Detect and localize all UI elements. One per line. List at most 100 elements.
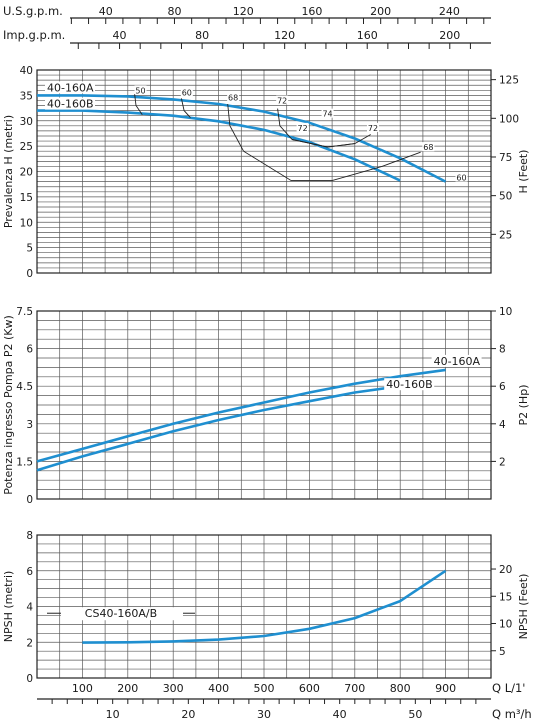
efficiency-label-bg xyxy=(134,85,147,95)
y-right-tick-label: 15 xyxy=(499,591,512,603)
efficiency-curve-50 xyxy=(134,93,143,115)
y-right-tick-label: 75 xyxy=(499,152,512,164)
efficiency-label: 60 xyxy=(182,88,192,97)
x-tick-label: 900 xyxy=(435,682,456,695)
y-right-tick-label: 4 xyxy=(499,419,506,431)
efficiency-label: 72 xyxy=(368,124,378,133)
y-tick-label: 25 xyxy=(20,141,33,153)
x-tick-label: 800 xyxy=(390,682,411,695)
y-tick-label: 6 xyxy=(26,566,33,578)
y-tick-label: 15 xyxy=(20,192,33,204)
x-axis-label: Q L/1' xyxy=(492,681,525,695)
y-right-tick-label: 5 xyxy=(499,646,506,658)
y-right-tick-label: 50 xyxy=(499,191,512,203)
x-tick-label: 100 xyxy=(72,682,93,695)
efficiency-curve-60 xyxy=(180,98,191,119)
efficiency-label-bg xyxy=(276,95,289,105)
series-label: 40-160B xyxy=(386,378,433,391)
efficiency-label-bg xyxy=(422,142,435,152)
efficiency-label: 72 xyxy=(297,124,307,133)
y-tick-label: 10 xyxy=(20,217,33,229)
x2-tick-label: 40 xyxy=(333,708,347,721)
efficiency-label-bg xyxy=(227,92,240,102)
series-label-bg xyxy=(431,354,482,367)
y-right-tick-label: 10 xyxy=(499,619,512,631)
top-axis-tick-label: 80 xyxy=(167,5,181,18)
y-tick-label: 4 xyxy=(26,602,33,614)
panel-2: 0 1.5 3 4.5 6 7.5 2 4 6 8 10 Potenza ingresso Pompa… xyxy=(2,306,530,506)
plot-frame xyxy=(36,69,492,274)
x-tick-label: 700 xyxy=(344,682,365,695)
y-right-tick-label: 2 xyxy=(499,456,506,468)
series-label-bg xyxy=(384,378,435,391)
y-axis-label: Potenza ingresso Pompa P2 (Kw) xyxy=(2,315,15,495)
y-right-axis-label: P2 (Hp) xyxy=(517,385,530,426)
efficiency-label-bg xyxy=(366,122,379,132)
efficiency-label-bg xyxy=(296,122,309,132)
x-tick-label: 300 xyxy=(163,682,184,695)
y-right-axis-label: H (Feet) xyxy=(517,150,530,194)
x2-tick-label: 20 xyxy=(181,708,195,721)
x-tick-label: 600 xyxy=(299,682,320,695)
top-axis-title: Imp.g.p.m. xyxy=(3,28,65,42)
top-axis-tick-label: 200 xyxy=(370,5,391,18)
y-tick-label: 2 xyxy=(26,637,33,649)
top-axis-tick-label: 200 xyxy=(439,29,460,42)
y-tick-label: 0 xyxy=(26,494,33,506)
series-line-40-160A xyxy=(37,94,447,183)
series-line-40-160A xyxy=(36,368,446,463)
y-tick-label: 7.5 xyxy=(16,306,33,318)
y-tick-label: 5 xyxy=(26,243,33,255)
efficiency-label: 72 xyxy=(277,96,287,105)
plot-frame xyxy=(36,310,492,500)
y-tick-label: 40 xyxy=(20,65,33,77)
efficiency-label-bg xyxy=(321,108,334,118)
y-tick-label: 30 xyxy=(20,116,33,128)
panel-3: 0 2 4 6 8 5 10 15 20 NPSH (metri) NPSH (Feet) CS40-… xyxy=(2,530,532,721)
series-label: 40-160A xyxy=(47,81,94,94)
y-right-tick-label: 100 xyxy=(499,113,519,125)
series-label-bg xyxy=(60,607,183,621)
y-axis-label: Prevalenza H (metri) xyxy=(2,115,15,228)
efficiency-label: 60 xyxy=(456,174,466,183)
y-tick-label: 35 xyxy=(20,90,33,102)
x-tick-label: 500 xyxy=(254,682,275,695)
series-label-bg xyxy=(45,81,95,94)
series-label-bg xyxy=(45,97,95,110)
y-tick-label: 0 xyxy=(26,673,33,685)
efficiency-label: 68 xyxy=(228,93,238,102)
y-right-tick-label: 10 xyxy=(499,306,512,318)
plot-frame xyxy=(36,534,492,679)
series-line-40-160B xyxy=(37,109,401,182)
efficiency-label: 68 xyxy=(423,143,433,152)
efficiency-label-bg xyxy=(180,87,193,97)
x-tick-label: 200 xyxy=(117,682,138,695)
efficiency-curve-68 xyxy=(227,103,421,182)
y-tick-label: 3 xyxy=(26,419,33,431)
y-tick-label: 8 xyxy=(26,530,33,542)
top-axis-tick-label: 240 xyxy=(439,5,460,18)
y-right-tick-label: 125 xyxy=(499,75,519,87)
y-right-axis-label: NPSH (Feet) xyxy=(517,574,530,640)
top-axis-tick-label: 40 xyxy=(99,5,113,18)
top-axis-title: U.S.g.p.m. xyxy=(3,4,63,18)
top-axis-tick-label: 40 xyxy=(113,29,127,42)
efficiency-label-bg xyxy=(455,172,468,182)
efficiency-curve-72 xyxy=(292,139,355,148)
top-axis-tick-label: 160 xyxy=(301,5,322,18)
x2-axis-label: Q m³/h xyxy=(492,707,532,721)
series-label: CS40-160A/B xyxy=(85,607,157,620)
series-label: 40-160A xyxy=(434,355,481,368)
top-axis-tick-label: 80 xyxy=(195,29,209,42)
series-line-CS40-160A/B xyxy=(82,569,447,644)
top-axis-tick-label: 120 xyxy=(233,5,254,18)
series-line-40-160B xyxy=(36,384,401,472)
x2-tick-label: 30 xyxy=(257,708,271,721)
x-tick-label: 400 xyxy=(208,682,229,695)
x2-tick-label: 10 xyxy=(106,708,120,721)
top-axis-tick-label: 120 xyxy=(274,29,295,42)
efficiency-label: 74 xyxy=(322,110,332,119)
panel-1: 0 5 10 15 20 25 30 35 40 25 50 75 100 125 Prevalenza H… xyxy=(2,4,530,280)
y-tick-label: 1.5 xyxy=(16,456,33,468)
